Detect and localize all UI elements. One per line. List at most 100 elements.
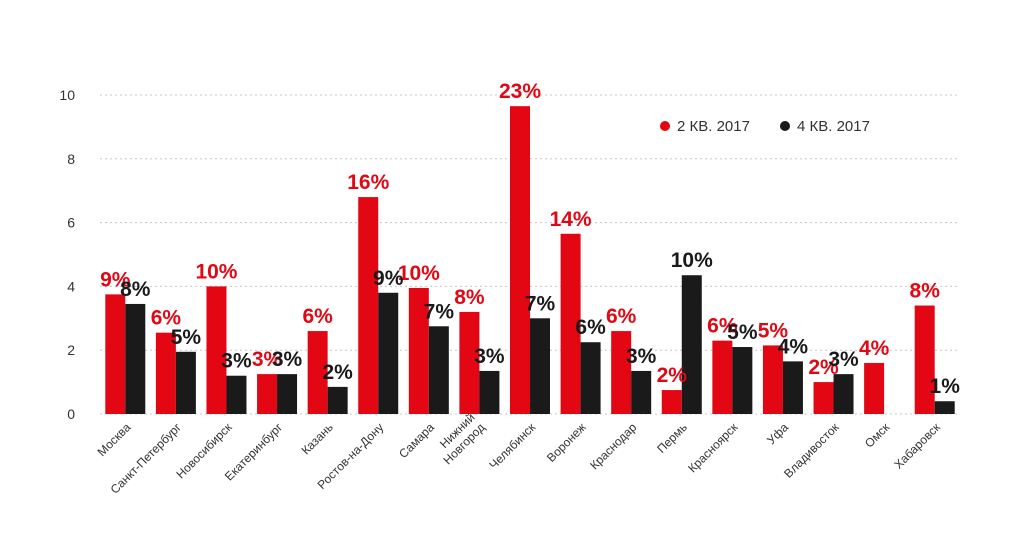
bar-q2: [257, 374, 278, 414]
legend-marker: [660, 121, 670, 131]
x-category-label: НижнийНовгород: [431, 410, 488, 467]
y-tick-label: 0: [67, 406, 75, 422]
x-category-line: Хабаровск: [891, 420, 943, 472]
data-label: 4%: [778, 335, 809, 358]
bar-q2: [510, 106, 530, 414]
bar-q2: [712, 340, 733, 414]
data-label: 8%: [454, 286, 485, 309]
y-tick-label: 10: [59, 87, 75, 103]
bar-q4: [530, 318, 550, 414]
data-label: 8%: [120, 278, 151, 301]
bar-q2: [307, 331, 328, 414]
x-category-line: Краснодар: [587, 420, 639, 472]
data-label: 6%: [302, 305, 333, 328]
data-label: 23%: [499, 80, 541, 103]
y-tick-label: 8: [67, 151, 75, 167]
x-category-label: Москва: [95, 420, 134, 459]
x-category-line: Красноярск: [685, 420, 741, 476]
bar-q2: [914, 305, 935, 414]
bar-q2: [408, 287, 429, 414]
x-axis-categories: МоскваСанкт-ПетербургНовосибирскЕкатерин…: [95, 410, 944, 496]
bar-q4: [782, 361, 803, 414]
bar-q4: [580, 342, 601, 414]
x-category-label: Красноярск: [685, 420, 741, 476]
data-label: 5%: [171, 326, 202, 349]
bar-q2: [206, 286, 227, 414]
data-label: 3%: [474, 345, 505, 368]
bar-q4: [479, 370, 500, 414]
x-category-line: Казань: [299, 420, 336, 457]
x-category-label: Воронеж: [544, 420, 589, 465]
data-label: 3%: [828, 348, 859, 371]
x-category-line: Уфа: [764, 420, 791, 447]
bar-q2: [661, 390, 682, 414]
bar-q4: [378, 292, 399, 414]
x-category-line: Москва: [95, 420, 134, 459]
data-label: 2%: [808, 356, 839, 379]
bar-q4: [631, 370, 652, 414]
bar-q2: [762, 345, 783, 414]
data-label: 10%: [195, 260, 237, 283]
x-category-label: Владивосток: [781, 420, 842, 481]
bar-q2: [611, 331, 632, 414]
x-category-label: Самара: [396, 420, 437, 461]
x-category-line: Воронеж: [544, 420, 589, 465]
y-tick-label: 4: [67, 278, 75, 294]
data-label: 4%: [859, 337, 890, 360]
data-label: 7%: [424, 300, 455, 323]
bar-q2: [813, 382, 834, 414]
data-label: 5%: [758, 319, 789, 342]
y-axis-ticks: 0 2 4 6 8 10: [59, 87, 75, 422]
x-category-label: Челябинск: [486, 420, 538, 472]
bar-q4: [934, 401, 955, 414]
data-label: 5%: [727, 321, 758, 344]
bar-q4: [327, 386, 348, 414]
data-label: 1%: [930, 375, 961, 398]
legend-label: 2 КВ. 2017: [677, 118, 750, 135]
bars: [105, 106, 955, 414]
bar-q2: [155, 332, 176, 414]
bar-q4: [277, 374, 298, 414]
data-label: 10%: [398, 262, 440, 285]
y-tick-label: 6: [67, 215, 75, 231]
bar-q4: [681, 275, 702, 414]
bar-q4: [125, 303, 146, 414]
data-label: 16%: [347, 171, 389, 194]
x-category-label: Казань: [299, 420, 336, 457]
data-label: 3%: [252, 348, 283, 371]
bar-q2: [105, 294, 126, 414]
x-category-line: Пермь: [654, 420, 690, 456]
data-label: 14%: [550, 208, 592, 231]
data-label: 6%: [575, 316, 606, 339]
x-category-label: Омск: [862, 420, 893, 451]
x-category-label: Краснодар: [587, 420, 639, 472]
legend-label: 4 КВ. 2017: [797, 118, 870, 135]
x-category-label: Уфа: [764, 420, 791, 447]
bar-q4: [428, 326, 449, 414]
data-label: 7%: [525, 292, 556, 315]
bar-q2: [864, 362, 885, 414]
legend: 2 КВ. 2017 4 КВ. 2017: [660, 118, 870, 135]
bar-q4: [833, 374, 854, 414]
data-label: 6%: [707, 315, 738, 338]
data-label: 10%: [671, 249, 713, 272]
data-label: 2%: [322, 361, 353, 384]
legend-marker: [780, 121, 790, 131]
data-label: 9%: [100, 268, 131, 291]
data-label: 8%: [910, 280, 941, 303]
data-label: 3%: [221, 350, 252, 373]
bar-q4: [175, 351, 196, 414]
bar-q2: [358, 197, 379, 414]
x-category-line: Омск: [862, 420, 893, 451]
bar-q4: [226, 375, 247, 414]
bar-q2: [459, 311, 480, 414]
data-label: 6%: [606, 305, 637, 328]
data-labels: 9%6%10%3%6%16%10%8%23%14%6%2%6% 5%2%4%8%8…: [100, 80, 960, 398]
x-category-line: Челябинск: [486, 420, 538, 472]
bar-q4: [732, 347, 753, 414]
y-tick-label: 2: [67, 342, 75, 358]
data-label: 2%: [657, 364, 688, 387]
data-label: 9%: [373, 267, 404, 290]
data-label: 3%: [272, 348, 303, 371]
